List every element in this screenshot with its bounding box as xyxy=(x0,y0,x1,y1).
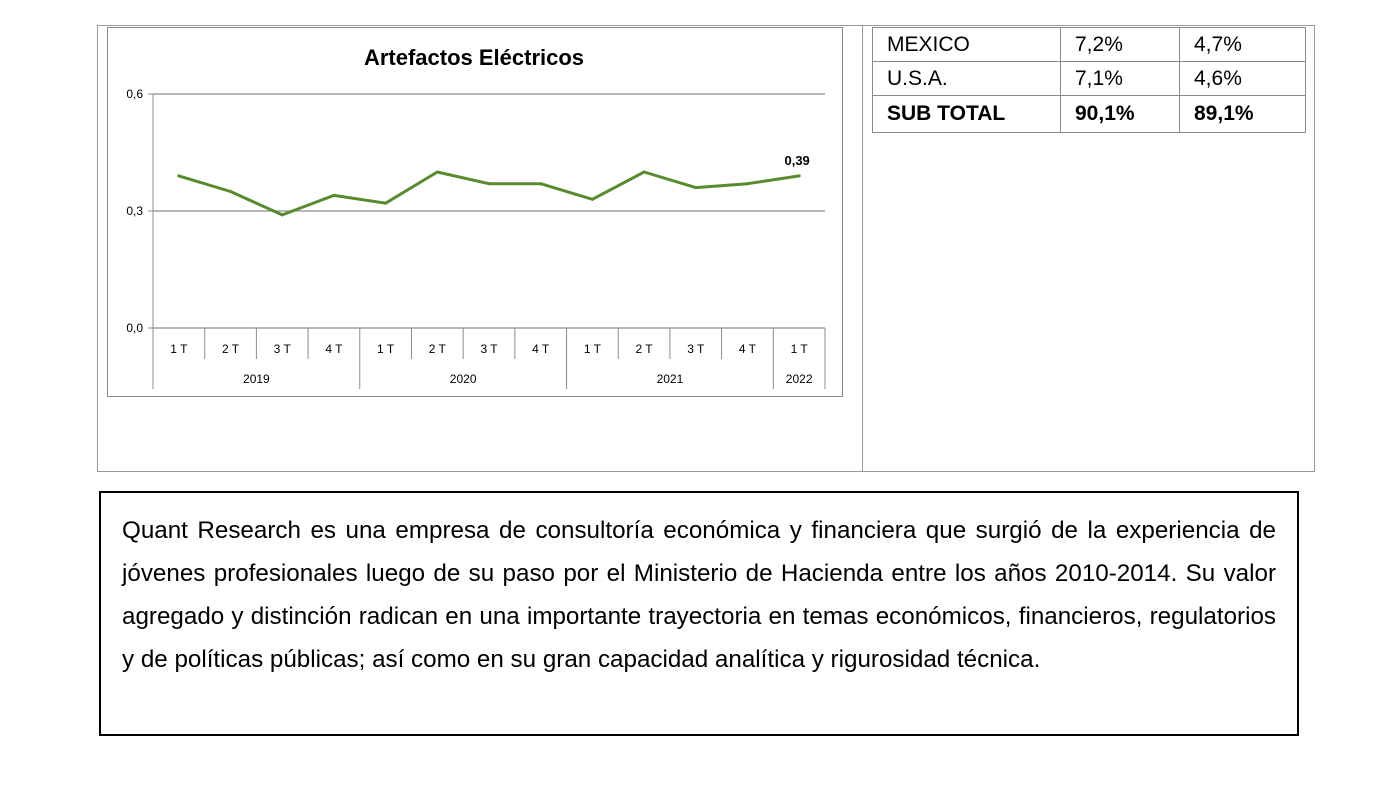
x-tick-label: 4 T xyxy=(739,342,757,356)
table-cell-value: 4,7% xyxy=(1179,27,1306,62)
x-tick-label: 1 T xyxy=(791,342,809,356)
content-frame xyxy=(97,25,1315,472)
x-group-label: 2022 xyxy=(786,372,813,386)
table-cell-value: 7,1% xyxy=(1060,61,1180,96)
data-point xyxy=(797,174,801,178)
axes: 0,0 0,3 0,6 1 T 2 T 3 T 4 T 1 T 2 T 3 T 4 T 1 T 2 T 3… xyxy=(126,87,826,389)
x-tick-label: 4 T xyxy=(532,342,550,356)
data-point xyxy=(539,182,543,186)
data-point xyxy=(435,170,439,174)
gridlines xyxy=(153,93,825,329)
data-point xyxy=(487,182,491,186)
x-tick-label: 3 T xyxy=(480,342,498,356)
data-point xyxy=(384,201,388,205)
data-point xyxy=(694,186,698,190)
y-tick-label: 0,3 xyxy=(126,204,143,218)
data-label: 0,39 xyxy=(784,153,809,168)
table-row: U.S.A. 7,1% 4,6% xyxy=(872,61,1306,96)
chart-container xyxy=(107,27,843,397)
x-tick-label: 3 T xyxy=(274,342,292,356)
data-point xyxy=(745,182,749,186)
data-point xyxy=(332,193,336,197)
table-row: MEXICO 7,2% 4,7% xyxy=(872,27,1306,62)
table-cell-value: 7,2% xyxy=(1060,27,1180,62)
table-cell-country: MEXICO xyxy=(872,27,1061,62)
table-total-value: 89,1% xyxy=(1179,95,1306,133)
x-tick-label: 1 T xyxy=(377,342,395,356)
table-total-value: 90,1% xyxy=(1060,95,1180,133)
description-text: Quant Research es una empresa de consult… xyxy=(122,517,1276,673)
chart-title: Artefactos Eléctricos xyxy=(364,45,584,70)
series-line xyxy=(177,170,801,217)
line-chart: Artefactos Eléctricos 0,0 0,3 0,6 1 T 2 T 3 T… xyxy=(126,45,826,389)
x-tick-label: 2 T xyxy=(636,342,654,356)
x-tick-label: 4 T xyxy=(325,342,343,356)
data-point xyxy=(177,174,181,178)
y-tick-label: 0,6 xyxy=(126,87,143,101)
x-tick-label: 1 T xyxy=(170,342,188,356)
x-tick-label: 1 T xyxy=(584,342,602,356)
series-line-path xyxy=(177,170,801,217)
frame-divider xyxy=(862,25,863,472)
y-tick-label: 0,0 xyxy=(126,321,143,335)
data-point xyxy=(642,170,646,174)
x-tick-label: 3 T xyxy=(687,342,705,356)
x-tick-label: 2 T xyxy=(429,342,447,356)
x-group-label: 2021 xyxy=(657,372,684,386)
table-cell-value: 4,6% xyxy=(1179,61,1306,96)
table-total-label: SUB TOTAL xyxy=(872,95,1061,133)
data-point xyxy=(280,213,284,217)
table-cell-country: U.S.A. xyxy=(872,61,1061,96)
x-tick-label: 2 T xyxy=(222,342,240,356)
x-group-label: 2020 xyxy=(450,372,477,386)
table-total-row: SUB TOTAL 90,1% 89,1% xyxy=(872,95,1306,133)
x-group-label: 2019 xyxy=(243,372,270,386)
data-table: MEXICO 7,2% 4,7% U.S.A. 7,1% 4,6% SUB TO… xyxy=(872,27,1306,133)
description-box: Quant Research es una empresa de consult… xyxy=(99,491,1299,736)
data-point xyxy=(590,197,594,201)
data-labels: 0,39 xyxy=(784,153,809,168)
data-point xyxy=(229,190,233,193)
